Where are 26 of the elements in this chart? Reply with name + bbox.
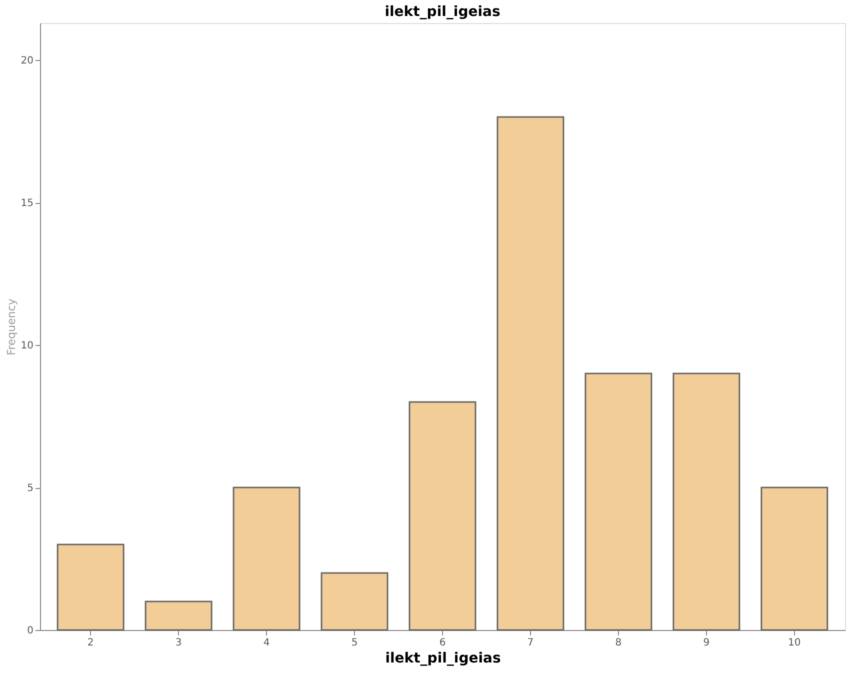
y-tick-label: 0: [27, 626, 34, 636]
y-tick-label: 20: [20, 56, 34, 67]
y-axis-title: Frequency: [4, 298, 18, 356]
bar: [320, 572, 388, 631]
y-tick-label: 5: [27, 483, 34, 494]
bar: [408, 401, 476, 631]
x-axis-title: ilekt_pil_igeias: [385, 650, 501, 666]
x-tick-label: 5: [351, 638, 358, 648]
y-tick-label: 15: [20, 198, 34, 210]
x-tick-label: 3: [175, 638, 182, 648]
x-tick-label: 10: [788, 638, 801, 648]
x-tick-label: 8: [615, 638, 622, 648]
x-tick-label: 9: [703, 638, 710, 648]
bar: [496, 116, 564, 631]
bar: [760, 486, 828, 631]
x-tick-label: 2: [87, 638, 94, 648]
chart-title: ilekt_pil_igeias: [384, 4, 500, 20]
x-tick-label: 4: [263, 638, 270, 648]
x-tick-label: 6: [439, 638, 446, 648]
bar: [144, 600, 212, 631]
bar: [232, 486, 300, 631]
bar: [672, 372, 740, 631]
y-tick-label: 10: [20, 340, 34, 352]
x-tick-label: 7: [527, 638, 534, 648]
bar: [56, 544, 124, 631]
bar: [584, 372, 652, 631]
